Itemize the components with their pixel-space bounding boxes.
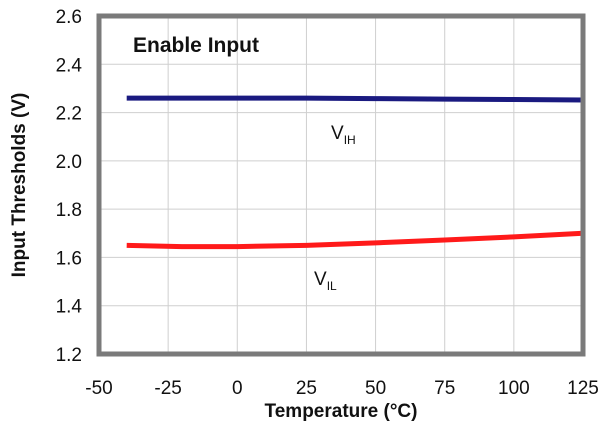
- grid: [99, 16, 583, 354]
- series-label-vil-main: V: [314, 269, 327, 290]
- y-tick-label: 1.8: [56, 200, 82, 221]
- x-tick-label: -25: [154, 378, 181, 399]
- series-label-vih-sub: IH: [344, 133, 356, 147]
- x-tick-label: 100: [498, 378, 530, 399]
- x-tick-label: 75: [434, 378, 455, 399]
- x-axis-title: Temperature (°C): [265, 401, 418, 422]
- y-tick-label: 2.6: [56, 7, 82, 28]
- x-tick-label: 125: [567, 378, 599, 399]
- chart-title: Enable Input: [133, 34, 259, 57]
- series-label-vih: VIH: [331, 123, 356, 147]
- series-line-ih: [126, 95, 584, 103]
- x-tick-label: 25: [296, 378, 317, 399]
- y-tick-label: 1.6: [56, 248, 82, 269]
- y-tick-label: 2.0: [56, 152, 82, 173]
- series-label-vil-sub: IL: [327, 279, 337, 293]
- tick-labels: -50 -25 0 25 50 75 100 125 1.2 1.4 1.6 1.8 2.0 2.2 2.4…: [56, 7, 599, 399]
- x-tick-label: -50: [85, 378, 112, 399]
- plot-frame: [96, 13, 586, 357]
- series-label-vih-main: V: [331, 123, 344, 144]
- series-label-vil: VIL: [314, 269, 337, 293]
- y-axis-title: Input Thresholds (V): [9, 93, 30, 278]
- y-tick-label: 1.4: [56, 297, 83, 318]
- plot-background: [99, 16, 583, 354]
- series-line-il: [126, 230, 584, 250]
- series-lines: [126, 95, 584, 250]
- y-tick-label: 1.2: [56, 345, 82, 366]
- y-tick-label: 2.2: [56, 104, 82, 125]
- x-tick-label: 50: [365, 378, 386, 399]
- y-tick-label: 2.4: [56, 55, 83, 76]
- x-tick-label: 0: [232, 378, 243, 399]
